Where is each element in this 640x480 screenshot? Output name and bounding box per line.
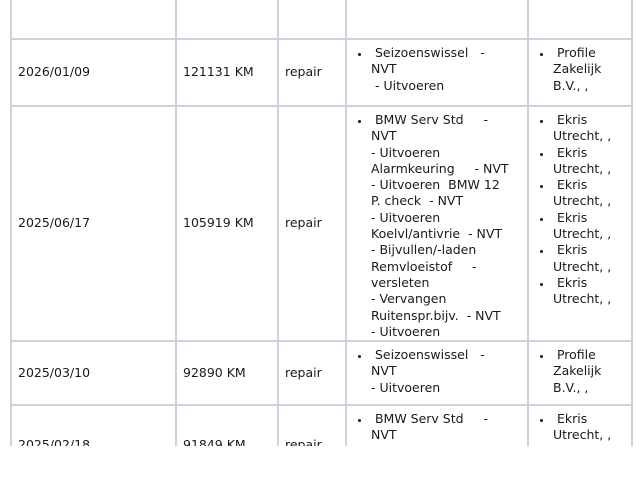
job-cell: Seizoenswissel - NVT - Uitvoeren — [345, 38, 529, 107]
type-cell: repair — [277, 404, 347, 446]
job-cell: BMW Serv Std - NVT - Uitvoeren BMW 12 P.… — [345, 404, 529, 446]
job-cell: BMW Serv Std - NVT - Uitvoeren Alarmkeur… — [345, 104, 529, 343]
garage-item: Profile Zakelijk B.V., , — [553, 347, 625, 396]
mileage-cell: 121131 KM — [175, 38, 279, 107]
job-item: BMW Serv Std - NVT - Uitvoeren Alarmkeur… — [371, 112, 521, 340]
garage-item: Ekris Utrecht, , — [553, 411, 625, 444]
garage-item: Ekris Utrecht, , — [553, 242, 625, 275]
garage-list: Ekris Utrecht, , Ekris Utrecht, , Ekris … — [535, 112, 625, 308]
type-cell: repair — [277, 104, 347, 343]
date-cell: 2025/03/10 — [10, 340, 177, 407]
garage-cell: Profile Zakelijk B.V., , — [527, 38, 633, 107]
garage-cell: Ekris Utrecht, , — [527, 404, 633, 446]
garage-item: Ekris Utrecht, , — [553, 275, 625, 308]
job-list: Seizoenswissel - NVT - Uitvoeren — [353, 347, 521, 396]
job-list: BMW Serv Std - NVT - Uitvoeren BMW 12 P.… — [353, 411, 521, 446]
mileage-cell: 91849 KM — [175, 404, 279, 446]
garage-cell: Profile Zakelijk B.V., , — [527, 340, 633, 407]
garage-list: Profile Zakelijk B.V., , — [535, 347, 625, 396]
garage-list: Profile Zakelijk B.V., , — [535, 45, 625, 94]
date-cell: 2026/01/09 — [10, 38, 177, 107]
garage-list: Ekris Utrecht, , — [535, 411, 625, 444]
garage-item: Ekris Utrecht, , — [553, 210, 625, 243]
garage-cell: Ekris Utrecht, , Ekris Utrecht, , Ekris … — [527, 104, 633, 343]
garage-item: Ekris Utrecht, , — [553, 112, 625, 145]
garage-item: Ekris Utrecht, , — [553, 145, 625, 178]
mileage-cell: 105919 KM — [175, 104, 279, 343]
job-list: Seizoenswissel - NVT - Uitvoeren — [353, 45, 521, 94]
garage-item: Profile Zakelijk B.V., , — [553, 45, 625, 94]
mileage-cell: 92890 KM — [175, 340, 279, 407]
job-cell: Seizoenswissel - NVT - Uitvoeren — [345, 340, 529, 407]
type-cell: repair — [277, 38, 347, 107]
job-item: Seizoenswissel - NVT - Uitvoeren — [371, 347, 521, 396]
date-cell: 2025/06/17 — [10, 104, 177, 343]
table-row-partial — [10, 0, 633, 40]
job-item: BMW Serv Std - NVT - Uitvoeren BMW 12 P.… — [371, 411, 521, 446]
date-cell: 2025/02/18 — [10, 404, 177, 446]
garage-item: Ekris Utrecht, , — [553, 177, 625, 210]
type-cell: repair — [277, 340, 347, 407]
job-item: Seizoenswissel - NVT - Uitvoeren — [371, 45, 521, 94]
job-list: BMW Serv Std - NVT - Uitvoeren Alarmkeur… — [353, 112, 521, 340]
